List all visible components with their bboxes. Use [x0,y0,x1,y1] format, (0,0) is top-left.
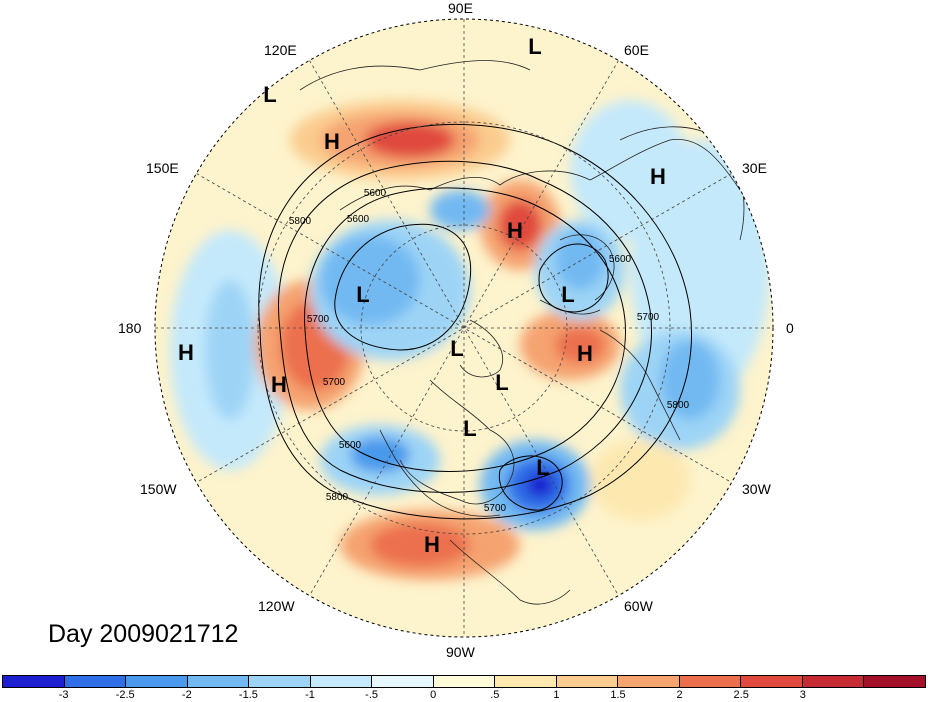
high-center-label: H [324,129,340,154]
colorbar-swatch [864,676,925,687]
lon-label-120w: 120W [258,598,295,614]
contour-value-label: 5700 [323,377,346,388]
colorbar-tick-label: 0 [430,689,437,701]
low-center-label: L [463,416,476,441]
colorbar-swatch [618,676,680,687]
colorbar [2,675,926,688]
colorbar-swatch [126,676,188,687]
low-center-label: L [495,370,508,395]
low-center-label: L [528,34,541,59]
colorbar-swatch [310,676,373,687]
anomaly-field [155,19,773,637]
contour-value-label: 5600 [347,214,370,225]
colorbar-tick-label: -3 [58,689,69,701]
low-center-label: L [450,336,463,361]
colorbar-tick-label: 1.5 [610,689,626,701]
contour-value-label: 5700 [307,314,330,325]
map-boundary [154,18,774,638]
colorbar-tick-label: -2 [181,689,192,701]
high-center-label: H [424,532,440,557]
polar-map: 5600 5800 5600 5700 5700 5600 5800 5700 5800 5600… [154,18,774,638]
colorbar-tick-label: 1 [553,689,560,701]
colorbar-swatch [187,676,250,687]
contour-value-label: 5800 [289,216,312,227]
colorbar-tick-label: .5 [490,689,500,701]
colorbar-swatch [372,676,434,687]
colorbar-tick-label: 3 [799,689,806,701]
lon-label-0: 0 [786,320,794,336]
contour-value-label: 5700 [484,503,507,514]
lon-label-180: 180 [118,320,142,336]
high-center-label: H [577,341,593,366]
high-center-label: H [271,372,287,397]
colorbar-swatch [249,676,311,687]
colorbar-tick-label: -1 [305,689,315,701]
lon-label-90w: 90W [446,644,475,660]
contour-value-label: 5700 [637,312,660,323]
day-label: Day 2009021712 [48,620,239,648]
colorbar-swatch [495,676,557,687]
lon-label-90e: 90E [448,0,473,16]
contour-value-label: 5600 [339,440,362,451]
contour-value-label: 5800 [667,400,690,411]
colorbar-swatch [64,676,127,687]
lon-label-30w: 30W [742,481,771,497]
lon-label-150w: 150W [140,481,177,497]
contour-value-label: 5600 [609,254,632,265]
colorbar-swatch [433,676,496,687]
colorbar-swatch [679,676,742,687]
lon-label-30e: 30E [742,160,767,176]
contour-labels: 5600 5800 5600 5700 5700 5600 5800 5700 5800 5600… [289,188,690,514]
contour-value-label: 5800 [326,492,349,503]
low-center-label: L [561,282,574,307]
colorbar-swatch [556,676,619,687]
colorbar-swatch [741,676,803,687]
graticule [155,19,773,637]
lon-label-120e: 120E [264,42,297,58]
lon-label-150e: 150E [146,160,179,176]
high-center-label: H [507,218,523,243]
colorbar-swatch [3,676,65,687]
colorbar-tick-label: -.5 [365,689,379,701]
high-center-label: H [650,164,666,189]
colorbar-tick-label: -2.5 [115,689,135,701]
colorbar-tick-label: 2 [676,689,683,701]
colorbar-swatch [802,676,865,687]
low-center-label: L [263,82,276,107]
colorbar-tick-label: 2.5 [733,689,749,701]
low-center-label: L [356,282,369,307]
contour-value-label: 5600 [364,188,387,199]
height-contours [258,123,692,520]
high-center-label: H [178,340,194,365]
low-center-label: L [536,455,549,480]
lon-label-60e: 60E [624,42,649,58]
lon-label-60w: 60W [624,598,653,614]
colorbar-tick-label: -1.5 [238,689,258,701]
